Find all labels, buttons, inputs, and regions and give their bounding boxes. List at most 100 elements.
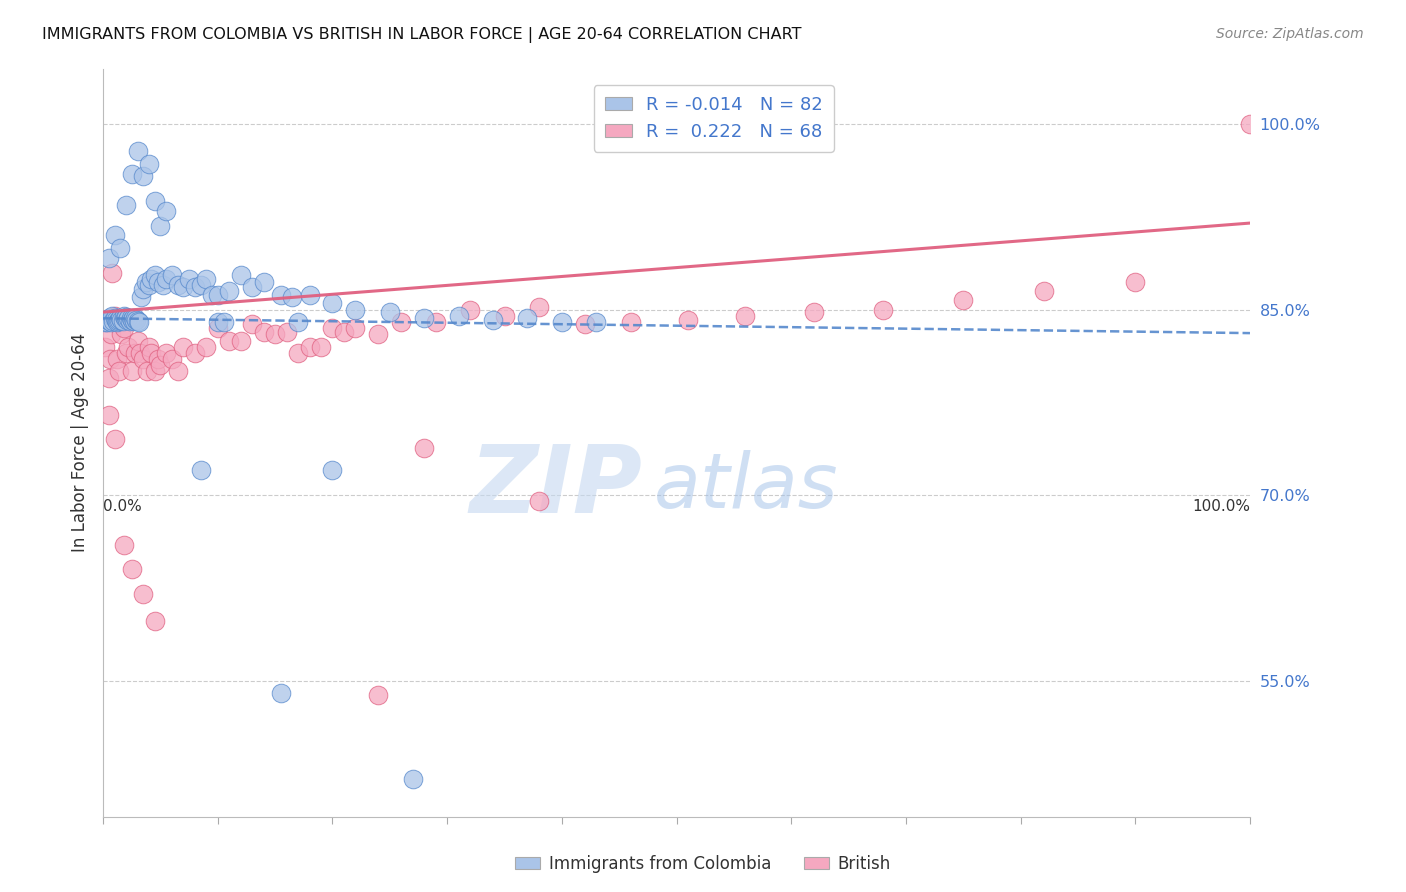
Point [132, 169, 155, 183]
Point [620, 315, 643, 329]
Y-axis label: In Labor Force | Age 20-64: In Labor Force | Age 20-64 [72, 333, 89, 552]
Point [121, 167, 143, 181]
Point [110, 241, 132, 255]
Point [734, 309, 756, 323]
Point [240, 318, 263, 332]
Point [872, 302, 894, 317]
Point [166, 277, 188, 292]
Point [98, 352, 121, 367]
Point [96, 315, 118, 329]
Point [97, 311, 120, 326]
Point [298, 287, 321, 301]
Point [172, 340, 194, 354]
Text: 100.0%: 100.0% [1192, 499, 1250, 514]
Text: 0.0%: 0.0% [103, 499, 142, 514]
Point [212, 315, 235, 329]
Point [344, 321, 367, 335]
Point [574, 318, 596, 332]
Point [117, 311, 139, 326]
Point [121, 312, 143, 326]
Point [100, 327, 122, 342]
Point [115, 197, 138, 211]
Point [143, 268, 166, 282]
Point [298, 340, 321, 354]
Point [110, 327, 132, 342]
Point [195, 271, 218, 285]
Point [172, 280, 194, 294]
Text: ZIP: ZIP [470, 442, 643, 533]
Point [107, 314, 129, 328]
Point [155, 271, 177, 285]
Point [218, 284, 240, 298]
Point [110, 312, 132, 326]
Point [104, 433, 127, 447]
Point [166, 364, 188, 378]
Point [367, 327, 389, 342]
Point [143, 194, 166, 208]
Point [402, 772, 425, 787]
Point [253, 276, 276, 290]
Point [160, 268, 183, 282]
Point [270, 686, 292, 700]
Point [118, 314, 141, 328]
Point [105, 352, 128, 367]
Point [516, 311, 538, 326]
Legend: Immigrants from Colombia, British: Immigrants from Colombia, British [509, 848, 897, 880]
Point [104, 311, 127, 326]
Point [389, 315, 412, 329]
Point [321, 463, 343, 477]
Point [97, 370, 120, 384]
Point [97, 312, 120, 326]
Point [482, 312, 505, 326]
Point [127, 145, 149, 159]
Point [952, 293, 974, 307]
Point [152, 277, 174, 292]
Point [447, 309, 470, 323]
Point [121, 562, 143, 576]
Point [108, 364, 131, 378]
Point [129, 290, 152, 304]
Point [122, 314, 145, 328]
Point [1239, 117, 1261, 131]
Point [195, 340, 218, 354]
Point [207, 287, 229, 301]
Point [425, 315, 447, 329]
Point [229, 268, 252, 282]
Point [413, 441, 436, 455]
Point [321, 321, 343, 335]
Text: Source: ZipAtlas.com: Source: ZipAtlas.com [1216, 27, 1364, 41]
Point [276, 325, 298, 339]
Point [367, 689, 389, 703]
Point [240, 280, 263, 294]
Point [128, 315, 150, 329]
Point [104, 312, 127, 326]
Text: atlas: atlas [654, 450, 838, 524]
Point [527, 494, 550, 508]
Point [143, 364, 166, 378]
Point [344, 302, 367, 317]
Point [190, 277, 212, 292]
Point [229, 334, 252, 348]
Point [551, 315, 574, 329]
Point [112, 309, 135, 323]
Legend: R = -0.014   N = 82, R =  0.222   N = 68: R = -0.014 N = 82, R = 0.222 N = 68 [593, 85, 834, 152]
Point [117, 340, 139, 354]
Point [120, 311, 142, 326]
Point [148, 352, 170, 367]
Point [149, 358, 172, 372]
Point [104, 228, 127, 243]
Point [527, 300, 550, 314]
Point [94, 340, 117, 354]
Point [115, 312, 138, 326]
Point [125, 312, 148, 326]
Point [253, 325, 276, 339]
Point [101, 266, 124, 280]
Point [184, 346, 207, 360]
Point [218, 334, 240, 348]
Point [96, 315, 118, 329]
Point [112, 537, 135, 551]
Point [155, 203, 177, 218]
Point [132, 282, 155, 296]
Point [321, 296, 343, 310]
Point [124, 311, 146, 326]
